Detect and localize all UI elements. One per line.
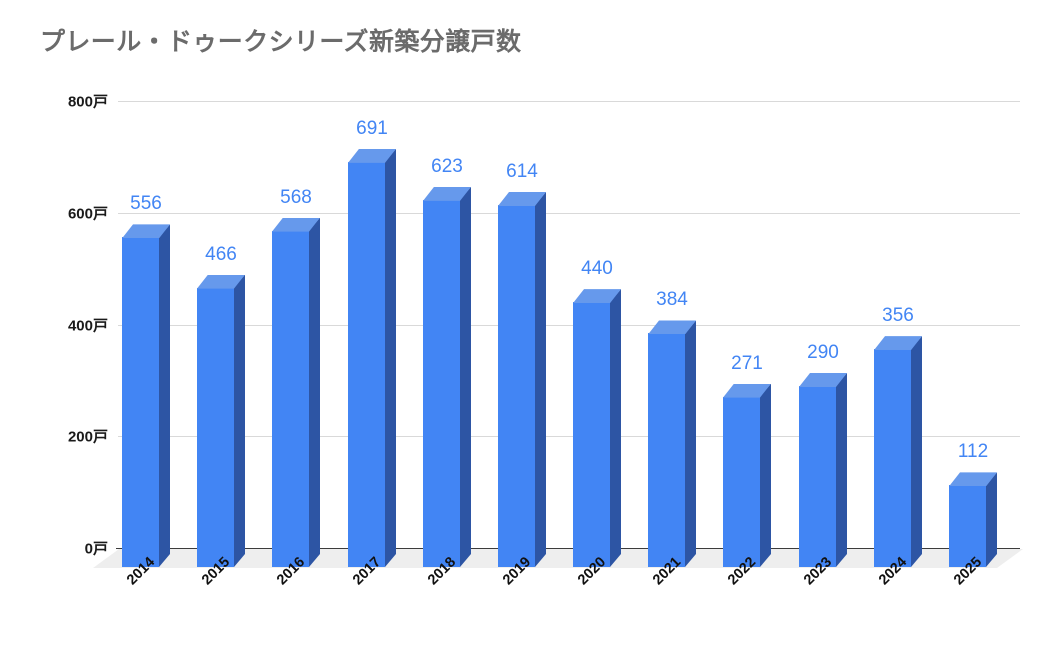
bar-side-face (385, 149, 396, 567)
bar-front-face (348, 161, 385, 567)
bar-top-face (348, 148, 396, 163)
bar-top-face (272, 217, 320, 232)
bar-value-label: 466 (205, 243, 237, 265)
bar-value-label: 271 (731, 352, 763, 374)
bar-top-face (498, 191, 546, 206)
bar-front-face (949, 485, 986, 567)
gridline (118, 101, 1020, 102)
bar-side-face (760, 384, 771, 567)
bar-value-label: 691 (356, 117, 388, 139)
y-axis-tick-label: 800戸 (67, 93, 108, 111)
y-axis-tick-label: 600戸 (67, 205, 108, 223)
bar-side-face (685, 320, 696, 567)
bar-top-face (648, 320, 696, 335)
bar[interactable] (648, 320, 696, 567)
bar[interactable] (348, 148, 396, 567)
bar-side-face (460, 187, 471, 567)
bar[interactable] (799, 372, 847, 567)
bar-side-face (836, 373, 847, 567)
bar[interactable] (874, 336, 922, 567)
bar-value-label: 112 (957, 441, 989, 463)
bar-value-label: 556 (130, 193, 162, 215)
bar[interactable] (723, 383, 771, 567)
bar-value-label: 440 (581, 258, 613, 280)
bar-front-face (498, 204, 535, 567)
bar-top-face (573, 289, 621, 304)
bar[interactable] (272, 217, 320, 567)
bar-value-label: 568 (280, 186, 312, 208)
bar-side-face (911, 336, 922, 567)
bar-front-face (799, 385, 836, 567)
bar[interactable] (423, 186, 471, 567)
bar-side-face (986, 472, 997, 567)
bar-value-label: 356 (882, 305, 914, 327)
bar-side-face (610, 289, 621, 567)
bar-front-face (423, 199, 460, 567)
bar[interactable] (122, 224, 170, 567)
bar[interactable] (498, 191, 546, 567)
bar-top-face (723, 383, 771, 398)
bar-side-face (535, 192, 546, 567)
axis-baseline (116, 548, 1020, 549)
bar-top-face (122, 224, 170, 239)
bar-front-face (723, 396, 760, 567)
gridline (118, 324, 1020, 326)
bar[interactable] (949, 472, 997, 567)
bar-front-face (573, 302, 610, 567)
bar-value-label: 614 (506, 160, 538, 182)
bar-top-face (799, 372, 847, 387)
bar-side-face (159, 224, 170, 567)
y-axis-tick-label: 200戸 (67, 428, 108, 446)
bar-top-face (949, 472, 997, 487)
bar-front-face (874, 349, 911, 567)
bar-top-face (423, 186, 471, 201)
chart-title: プレール・ドゥークシリーズ新築分譲戸数 (40, 28, 522, 56)
bar-front-face (272, 230, 309, 567)
bar-side-face (234, 275, 245, 567)
gridline (118, 212, 1020, 214)
bar-value-label: 290 (807, 341, 839, 363)
bar-top-face (874, 336, 922, 351)
gridline (118, 436, 1020, 438)
bar-front-face (197, 287, 234, 567)
bar[interactable] (573, 289, 621, 567)
bar[interactable] (197, 274, 245, 567)
bar-value-label: 384 (656, 289, 688, 311)
bar-side-face (309, 218, 320, 567)
bar-front-face (122, 237, 159, 567)
y-axis-tick-label: 0戸 (84, 540, 108, 558)
bar-top-face (197, 274, 245, 289)
bar-front-face (648, 333, 685, 567)
bar-value-label: 623 (431, 155, 463, 177)
y-axis-tick-label: 400戸 (67, 317, 108, 334)
